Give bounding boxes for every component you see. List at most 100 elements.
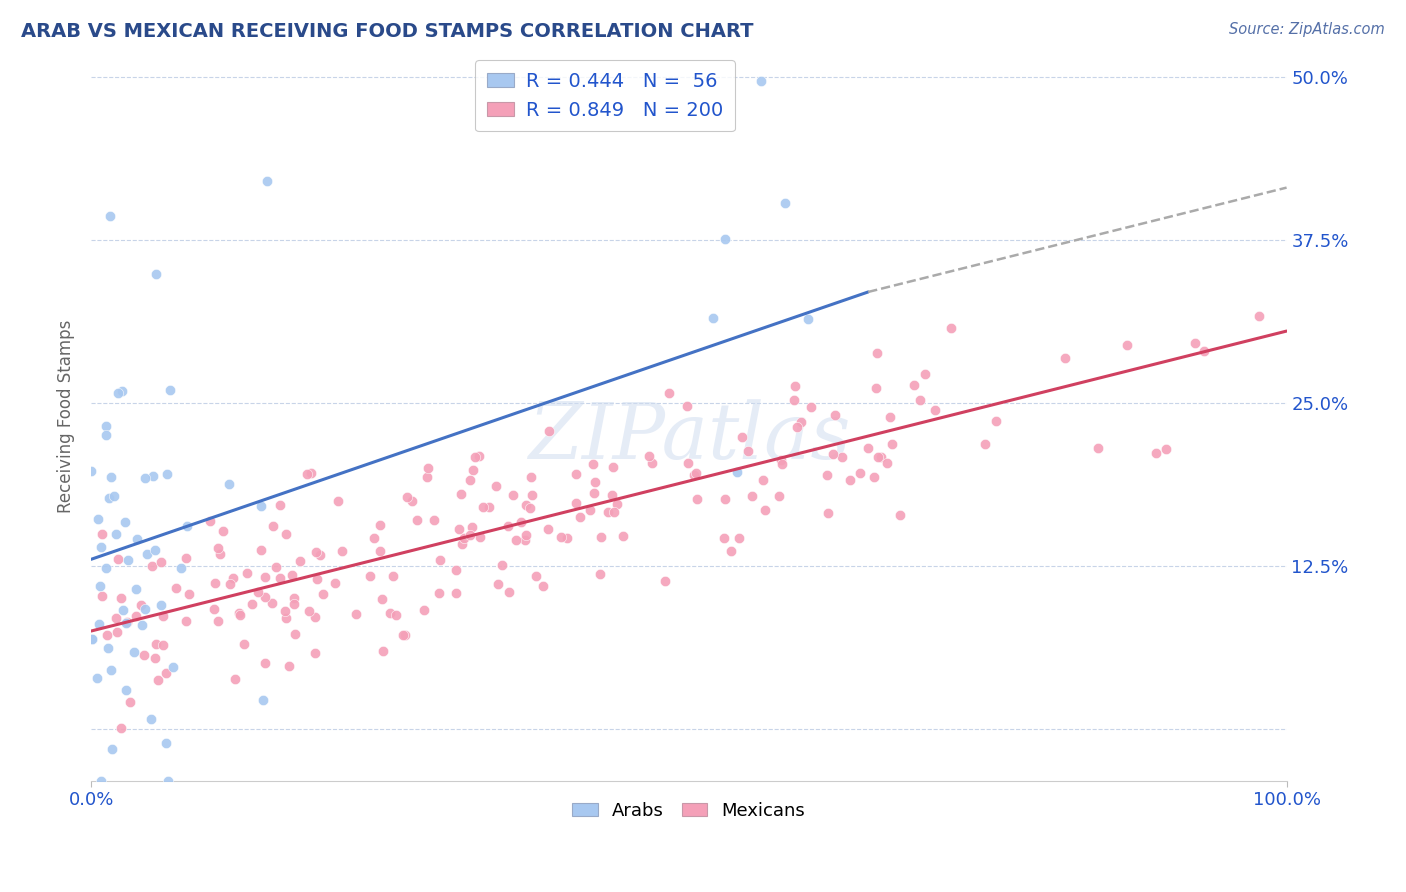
Point — [908, 393, 931, 408]
Point — [110, 591, 132, 606]
Point — [143, 651, 166, 665]
Point — [274, 527, 297, 541]
Point — [472, 500, 495, 514]
Point — [783, 392, 806, 407]
Point — [427, 585, 450, 599]
Point — [513, 533, 536, 547]
Point — [135, 547, 157, 561]
Point — [211, 524, 233, 539]
Point — [520, 470, 543, 484]
Point — [368, 518, 391, 533]
Point — [449, 522, 471, 536]
Point — [264, 559, 287, 574]
Point — [520, 488, 543, 502]
Point — [882, 436, 904, 450]
Point — [100, 663, 122, 677]
Point — [578, 503, 600, 517]
Point — [446, 586, 468, 600]
Point — [218, 476, 240, 491]
Point — [246, 584, 269, 599]
Point — [250, 543, 273, 558]
Point — [105, 610, 128, 624]
Point — [1116, 338, 1139, 352]
Point — [731, 430, 754, 444]
Point — [252, 693, 274, 707]
Point — [713, 232, 735, 246]
Point — [80, 632, 103, 646]
Point — [145, 267, 167, 281]
Point — [769, 453, 792, 467]
Point — [97, 641, 120, 656]
Point — [382, 569, 405, 583]
Point — [464, 450, 486, 465]
Point — [815, 467, 838, 482]
Point — [770, 457, 793, 471]
Point — [298, 603, 321, 617]
Point — [821, 447, 844, 461]
Point — [254, 656, 277, 670]
Point — [155, 666, 177, 681]
Point — [256, 174, 278, 188]
Point — [453, 531, 475, 545]
Point — [139, 712, 162, 726]
Point — [510, 515, 533, 529]
Point — [249, 499, 271, 513]
Point — [114, 516, 136, 530]
Point — [198, 515, 221, 529]
Point — [283, 591, 305, 606]
Point — [115, 616, 138, 631]
Point — [468, 530, 491, 544]
Point — [89, 579, 111, 593]
Point — [262, 596, 284, 610]
Point — [676, 399, 699, 413]
Point — [583, 475, 606, 489]
Point — [125, 608, 148, 623]
Point — [96, 561, 118, 575]
Point — [96, 428, 118, 442]
Point — [134, 648, 156, 662]
Point — [392, 627, 415, 641]
Point — [423, 513, 446, 527]
Point — [90, 540, 112, 554]
Point — [682, 468, 704, 483]
Point — [236, 566, 259, 580]
Point — [97, 491, 120, 505]
Point — [269, 571, 291, 585]
Point — [107, 386, 129, 401]
Text: ZIPatlas: ZIPatlas — [527, 400, 851, 476]
Point — [451, 537, 474, 551]
Point — [941, 321, 963, 335]
Point — [125, 533, 148, 547]
Point — [754, 502, 776, 516]
Point — [145, 637, 167, 651]
Point — [865, 381, 887, 395]
Point — [727, 531, 749, 545]
Point — [150, 599, 173, 613]
Point — [156, 774, 179, 789]
Point — [752, 473, 775, 487]
Point — [555, 531, 578, 545]
Point — [461, 463, 484, 477]
Point — [418, 461, 440, 475]
Point — [159, 383, 181, 397]
Point — [134, 471, 156, 485]
Point — [80, 464, 103, 478]
Point — [219, 576, 242, 591]
Text: Source: ZipAtlas.com: Source: ZipAtlas.com — [1229, 22, 1385, 37]
Point — [87, 512, 110, 526]
Point — [254, 569, 277, 583]
Point — [124, 582, 146, 596]
Point — [914, 367, 936, 381]
Point — [90, 774, 112, 789]
Point — [91, 590, 114, 604]
Point — [224, 672, 246, 686]
Point — [737, 444, 759, 458]
Point — [385, 607, 408, 622]
Point — [309, 548, 332, 562]
Point — [131, 598, 153, 612]
Point — [100, 470, 122, 484]
Point — [460, 520, 482, 534]
Point — [363, 531, 385, 545]
Point — [107, 551, 129, 566]
Point — [589, 567, 612, 582]
